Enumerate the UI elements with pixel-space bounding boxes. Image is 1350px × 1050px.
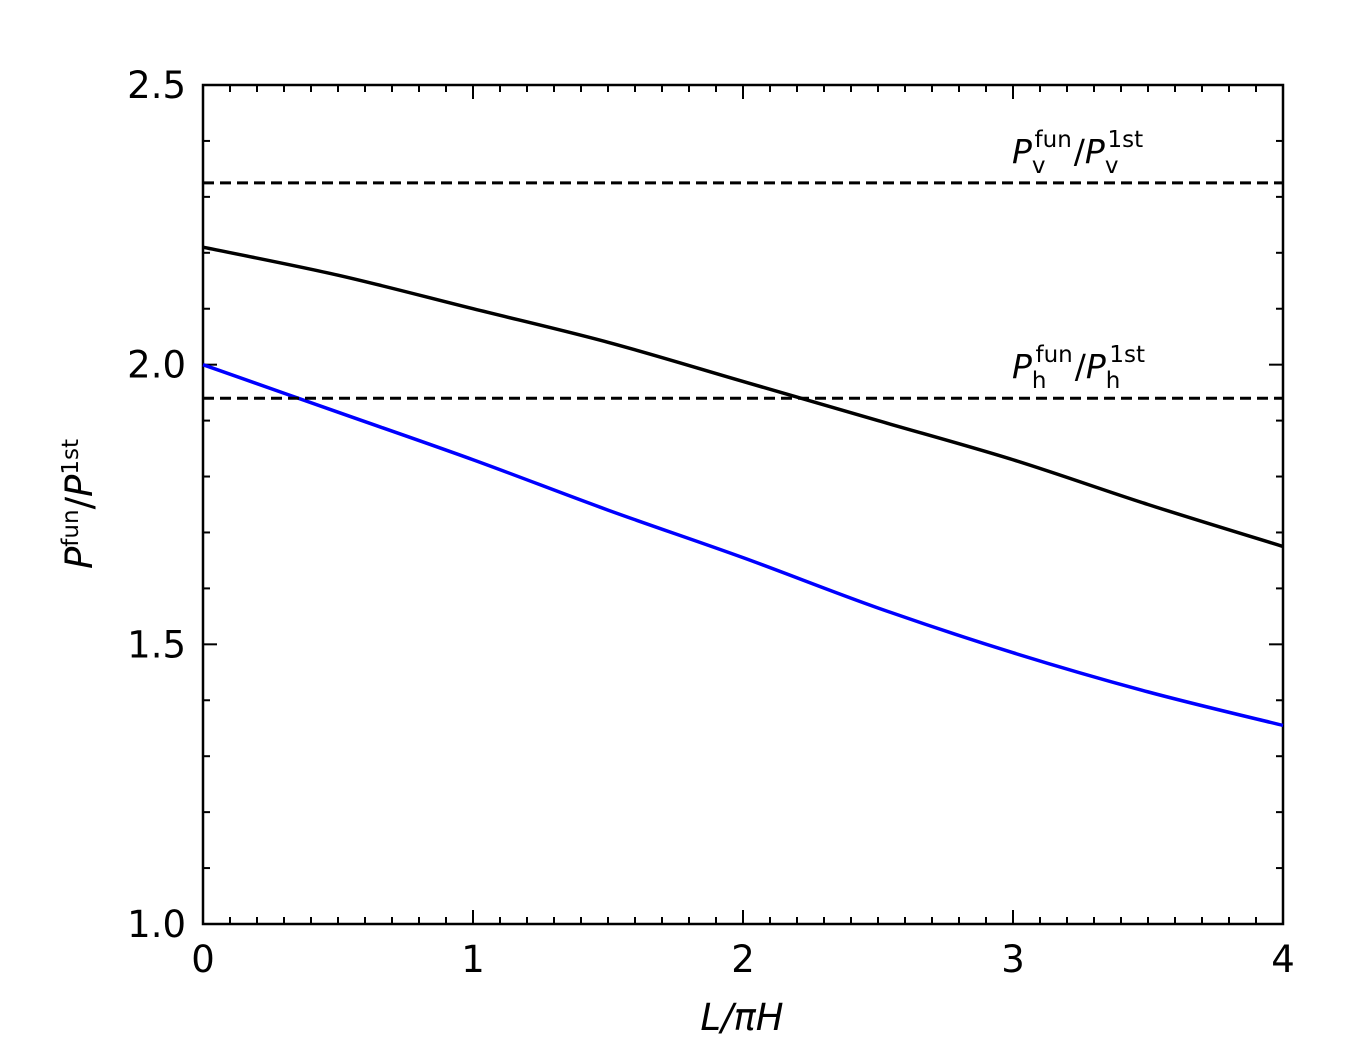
y-tick-label: 2.5 [127,64,186,107]
series-lines [202,245,1284,728]
y-tick-label: 1.5 [127,623,186,666]
ref-label-p: P [1012,132,1032,171]
ref-label-slash: / [1074,132,1086,171]
reference-line-label: Pvfun/Pv1st [1012,127,1143,179]
y-axis-label-slash: / [58,496,101,509]
y-axis-label-p: P [58,546,101,569]
ref-label-p: P [1012,347,1032,386]
series-line-2 [202,363,1284,728]
ref-label-p2: P [1086,347,1106,386]
y-axis-label-sup-1st: 1st [58,439,84,475]
ref-label-slash: / [1075,347,1087,386]
ref-label-sup: fun [1035,127,1072,153]
ref-label-sup2: 1st [1107,127,1143,153]
x-axis-label: L/πH [700,996,783,1039]
series-line-1 [202,245,1284,549]
ref-label-p2: P [1085,132,1105,171]
plot-frame [201,83,1285,926]
ref-label-sub2: v [1105,153,1119,179]
x-tick-label: 4 [1271,938,1295,981]
axis-ticks [202,84,1284,925]
reference-lines [203,181,1283,400]
ref-label-sub: h [1032,368,1047,394]
y-tick-label: 2.0 [127,344,186,387]
tick-labels: 0 1 2 3 4 1.0 1.5 2.0 2.5 [127,64,1295,981]
y-axis-label-p2: P [58,474,101,497]
ref-label-sub: v [1032,153,1046,179]
x-tick-label: 2 [731,938,755,981]
ref-label-sup: fun [1035,342,1072,368]
reference-line-label: Phfun/Ph1st [1012,342,1145,394]
y-axis-label: Pfun/P1st [58,439,101,569]
ref-label-sup2: 1st [1109,342,1145,368]
y-axis-label-sup-fun: fun [58,509,84,546]
x-tick-label: 3 [1001,938,1025,981]
y-tick-label: 1.0 [127,903,186,946]
x-tick-label: 1 [461,938,485,981]
ref-label-sub2: h [1106,368,1121,394]
plot-area [201,83,1285,926]
x-tick-label: 0 [191,938,215,981]
